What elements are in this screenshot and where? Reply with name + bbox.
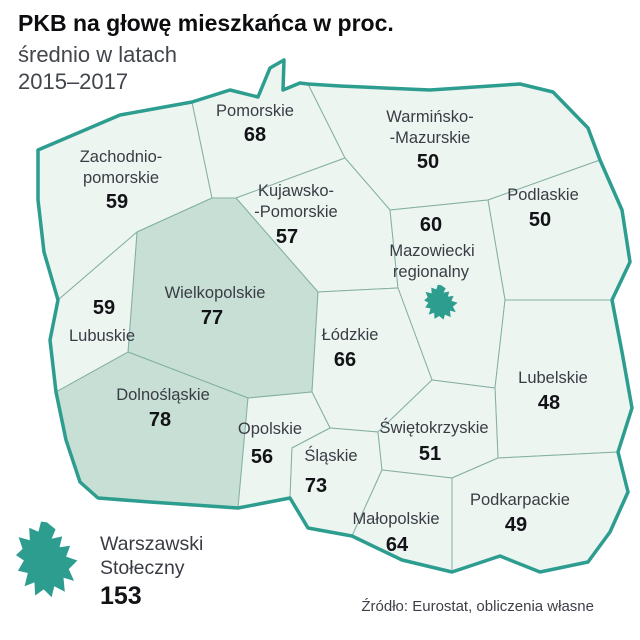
label-warminsko-mazurskie-2: -Mazurskie [390,129,471,147]
label-wielkopolskie: Wielkopolskie [165,284,266,302]
label-pomorskie: Pomorskie [216,102,294,120]
value-lubelskie: 48 [538,392,560,414]
label-lodzkie: Łódzkie [322,326,379,344]
legend-value: 153 [100,582,142,610]
label-mazowiecki-regionalny-2: regionalny [393,263,470,281]
label-slaskie: Śląskie [304,446,357,465]
value-podlaskie: 50 [529,209,551,231]
value-dolnoslaskie: 78 [149,409,171,431]
label-lubelskie: Lubelskie [518,369,588,387]
warszawski-stoleczny-shape [424,284,458,320]
page-title: PKB na głowę mieszkańca w proc. [18,10,394,36]
label-kujawsko-pomorskie-2: -Pomorskie [254,203,337,221]
country-outline [36,58,634,574]
label-dolnoslaskie: Dolnośląskie [116,386,210,404]
label-warminsko-mazurskie-1: Warmińsko- [386,108,473,126]
value-pomorskie: 68 [244,124,266,146]
label-kujawsko-pomorskie-1: Kujawsko- [258,182,334,200]
label-podlaskie: Podlaskie [507,186,579,204]
region-labels: Zachodnio- pomorskie 59 Pomorskie 68 War… [69,102,588,556]
label-malopolskie: Małopolskie [352,510,439,528]
value-zachodniopomorskie: 59 [106,191,128,213]
legend-label-2: Stołeczny [100,557,185,579]
label-zachodniopomorskie-2: pomorskie [83,169,159,187]
subtitle-line-2: 2015–2017 [18,69,128,94]
value-opolskie: 56 [251,446,273,468]
label-mazowiecki-regionalny-1: Mazowiecki [389,242,474,260]
legend-label-1: Warszawski [100,533,203,555]
label-zachodniopomorskie-1: Zachodnio- [80,148,163,166]
value-kujawsko-pomorskie: 57 [276,226,298,248]
value-mazowiecki-regionalny: 60 [420,214,442,236]
subtitle-line-1: średnio w latach [18,42,177,67]
value-swietokrzyskie: 51 [419,443,441,465]
source-note: Źródło: Eurostat, obliczenia własne [361,598,594,615]
value-lodzkie: 66 [334,349,356,371]
value-warminsko-mazurskie: 50 [417,151,439,173]
value-podkarpackie: 49 [505,514,527,536]
value-lubuskie: 59 [93,297,115,319]
legend: Warszawski Stołeczny 153 [15,521,203,610]
warszawski-stoleczny-legend-shape [15,521,78,598]
label-lubuskie: Lubuskie [69,327,135,345]
region-shape-podkarpackie [451,451,629,573]
label-swietokrzyskie: Świętokrzyskie [379,418,488,437]
label-podkarpackie: Podkarpackie [470,491,570,509]
value-wielkopolskie: 77 [201,307,223,329]
region-shapes [37,59,633,573]
value-slaskie: 73 [305,475,327,497]
label-opolskie: Opolskie [238,420,302,438]
value-malopolskie: 64 [386,534,409,556]
